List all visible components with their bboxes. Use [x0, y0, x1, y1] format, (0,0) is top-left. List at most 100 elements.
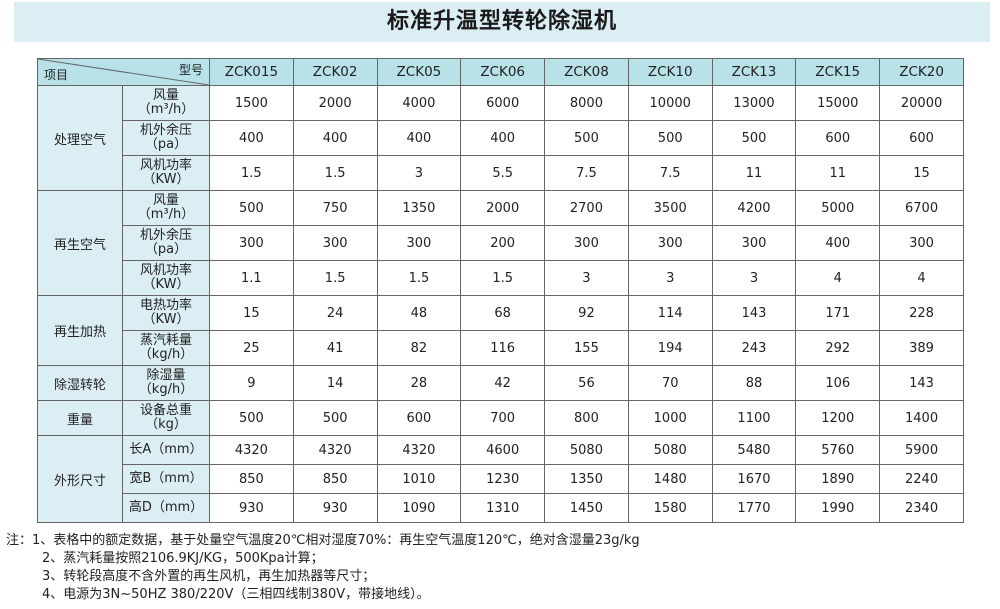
model-header: ZCK015 — [209, 58, 294, 86]
value-cell: 400 — [209, 120, 294, 156]
value-cell: 2240 — [879, 464, 964, 494]
page-title: 标准升温型转轮除湿机 — [386, 9, 617, 34]
param-label: 长A（mm） — [122, 435, 210, 465]
value-cell: 114 — [627, 295, 713, 331]
value-cell: 200 — [460, 225, 546, 261]
table-body: 处理空气 风量 （m³/h） 1500 2000 4000 6000 8000 10000 130… — [37, 85, 964, 523]
model-header: ZCK02 — [292, 58, 378, 86]
model-header: ZCK20 — [879, 58, 964, 86]
note-line: 4、电源为3N~50HZ 380/220V（三相四线制380V，带接地线）。 — [42, 587, 430, 602]
value-cell: 1100 — [711, 400, 797, 436]
value-cell: 56 — [544, 365, 629, 401]
value-cell: 300 — [376, 225, 462, 261]
title-bar: 标准升温型转轮除湿机 — [14, 2, 990, 42]
value-cell: 800 — [544, 400, 629, 436]
param-unit: （KW） — [142, 277, 190, 292]
value-cell: 292 — [795, 330, 881, 366]
note-line: 3、转轮段高度不含外置的再生风机，再生加热器等尺寸； — [42, 569, 376, 584]
value-cell: 6700 — [879, 190, 964, 226]
value-cell: 1480 — [627, 464, 713, 494]
value-cell: 5000 — [795, 190, 881, 226]
table-row: 重量 设备总重 （kg） 500 500 600 700 800 1000 1100 1200 140… — [37, 400, 964, 436]
value-cell: 3 — [376, 155, 462, 191]
value-cell: 116 — [460, 330, 546, 366]
param-label: 宽B（mm） — [122, 464, 210, 494]
corner-item-label: 项目 — [44, 68, 69, 82]
param-unit: （kg/h） — [138, 382, 194, 397]
group-label: 外形尺寸 — [37, 435, 123, 523]
value-cell: 300 — [627, 225, 713, 261]
value-cell: 1350 — [376, 190, 462, 226]
param-label: 设备总重 （kg） — [122, 400, 210, 436]
param-name: 高D（mm） — [128, 500, 204, 515]
value-cell: 3 — [627, 260, 713, 296]
value-cell: 400 — [460, 120, 546, 156]
value-cell: 92 — [544, 295, 629, 331]
value-cell: 3 — [544, 260, 629, 296]
value-cell: 228 — [879, 295, 964, 331]
value-cell: 1.5 — [292, 260, 378, 296]
value-cell: 1200 — [795, 400, 881, 436]
value-cell: 14 — [292, 365, 378, 401]
value-cell: 300 — [544, 225, 629, 261]
param-label: 蒸汽耗量 （kg/h） — [122, 330, 210, 366]
value-cell: 750 — [292, 190, 378, 226]
value-cell: 600 — [795, 120, 881, 156]
value-cell: 41 — [292, 330, 378, 366]
value-cell: 1.5 — [460, 260, 546, 296]
model-header: ZCK05 — [376, 58, 462, 86]
value-cell: 106 — [795, 365, 881, 401]
value-cell: 2340 — [879, 493, 964, 523]
value-cell: 7.5 — [544, 155, 629, 191]
value-cell: 1010 — [376, 464, 462, 494]
value-cell: 10000 — [627, 85, 713, 121]
value-cell: 1770 — [711, 493, 797, 523]
value-cell: 930 — [292, 493, 378, 523]
value-cell: 500 — [292, 400, 378, 436]
value-cell: 300 — [879, 225, 964, 261]
value-cell: 28 — [376, 365, 462, 401]
value-cell: 600 — [879, 120, 964, 156]
param-name: 电热功率 — [139, 298, 192, 313]
param-name: 除湿量 — [146, 368, 186, 383]
param-unit: （KW） — [142, 312, 190, 327]
spec-table: 型号 项目 ZCK015 ZCK02 ZCK05 ZCK06 ZCK08 ZCK… — [37, 58, 964, 523]
param-unit: （m³/h） — [137, 207, 195, 222]
value-cell: 24 — [292, 295, 378, 331]
param-name: 风机功率 — [139, 158, 192, 173]
value-cell: 13000 — [711, 85, 797, 121]
value-cell: 8000 — [544, 85, 629, 121]
value-cell: 1400 — [879, 400, 964, 436]
value-cell: 300 — [209, 225, 294, 261]
value-cell: 88 — [711, 365, 797, 401]
header-row: 型号 项目 ZCK015 ZCK02 ZCK05 ZCK06 ZCK08 ZCK… — [37, 58, 964, 86]
value-cell: 400 — [292, 120, 378, 156]
value-cell: 1990 — [795, 493, 881, 523]
param-label: 风机功率 （KW） — [122, 155, 210, 191]
param-name: 宽B（mm） — [129, 471, 203, 486]
value-cell: 4200 — [711, 190, 797, 226]
model-header: ZCK08 — [544, 58, 629, 86]
table-row: 外形尺寸 长A（mm） 4320 4320 4320 4600 5080 5080 5480 57… — [37, 435, 964, 523]
param-unit: （pa） — [144, 137, 188, 152]
value-cell: 1.5 — [209, 155, 294, 191]
value-cell: 1310 — [460, 493, 546, 523]
param-unit: （m³/h） — [137, 102, 195, 117]
value-cell: 850 — [292, 464, 378, 494]
value-cell: 11 — [711, 155, 797, 191]
value-cell: 194 — [627, 330, 713, 366]
value-cell: 9 — [209, 365, 294, 401]
value-cell: 1.1 — [209, 260, 294, 296]
value-cell: 15 — [209, 295, 294, 331]
value-cell: 3500 — [627, 190, 713, 226]
value-cell: 300 — [292, 225, 378, 261]
value-cell: 11 — [795, 155, 881, 191]
table-row: 除湿转轮 除湿量 （kg/h） 9 14 28 42 56 70 88 106 143 — [37, 365, 964, 401]
value-cell: 4320 — [209, 435, 294, 465]
value-cell: 143 — [711, 295, 797, 331]
param-label: 风量 （m³/h） — [122, 190, 210, 226]
value-cell: 5760 — [795, 435, 881, 465]
param-label: 高D（mm） — [122, 493, 210, 523]
group-label: 再生空气 — [37, 190, 123, 296]
value-cell: 930 — [209, 493, 294, 523]
